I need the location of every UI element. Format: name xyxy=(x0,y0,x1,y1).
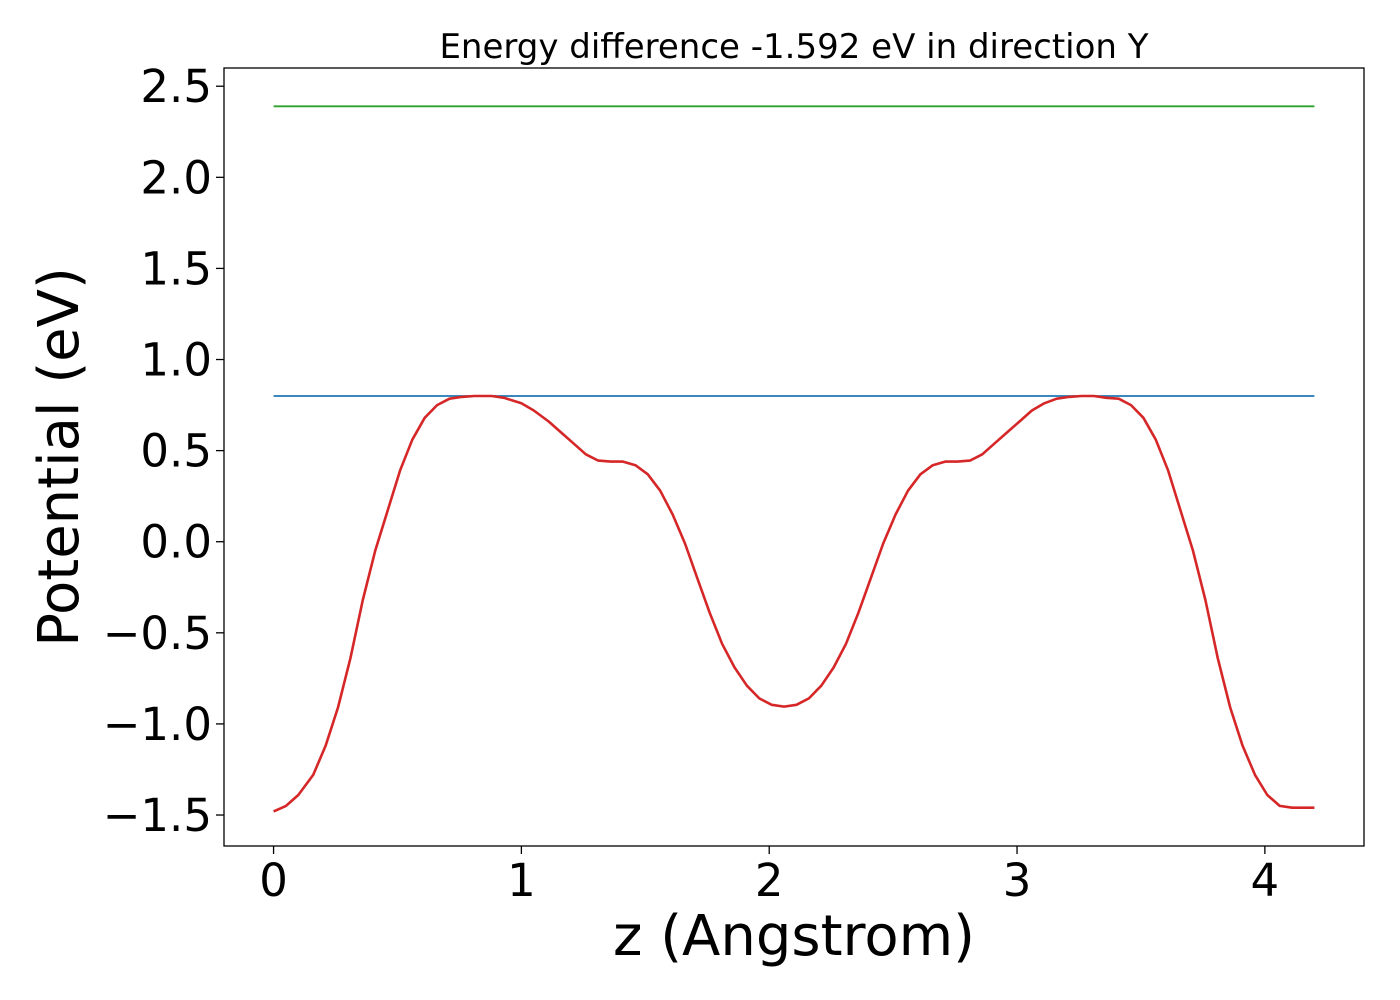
y-axis: −1.5 −1.0 −0.5 0.0 0.5 1.0 1.5 2.0 2.5 xyxy=(103,60,224,842)
x-tick-label: 2 xyxy=(755,854,784,907)
y-tick-label: 2.0 xyxy=(140,151,212,204)
x-axis-label: z (Angstrom) xyxy=(613,904,975,969)
x-tick-label: 3 xyxy=(1003,854,1032,907)
y-tick-label: −0.5 xyxy=(103,607,212,660)
y-tick-label: 2.5 xyxy=(140,60,212,113)
x-tick-label: 0 xyxy=(259,854,288,907)
y-tick-label: 0.5 xyxy=(140,425,212,478)
x-tick-label: 4 xyxy=(1251,854,1280,907)
x-tick-label: 1 xyxy=(507,854,536,907)
y-axis-label: Potential (eV) xyxy=(27,267,92,647)
y-tick-label: 1.0 xyxy=(140,334,212,387)
plot-area xyxy=(273,105,1315,813)
y-tick-label: 0.0 xyxy=(140,516,212,569)
chart-title: Energy difference -1.592 eV in direction… xyxy=(439,27,1148,67)
x-axis: 0 1 2 3 4 xyxy=(259,846,1279,907)
series-line-2 xyxy=(273,394,1315,813)
y-tick-label: 1.5 xyxy=(140,242,212,295)
y-tick-label: −1.0 xyxy=(103,698,212,751)
y-tick-label: −1.5 xyxy=(103,789,212,842)
axes-frame xyxy=(223,67,1365,847)
